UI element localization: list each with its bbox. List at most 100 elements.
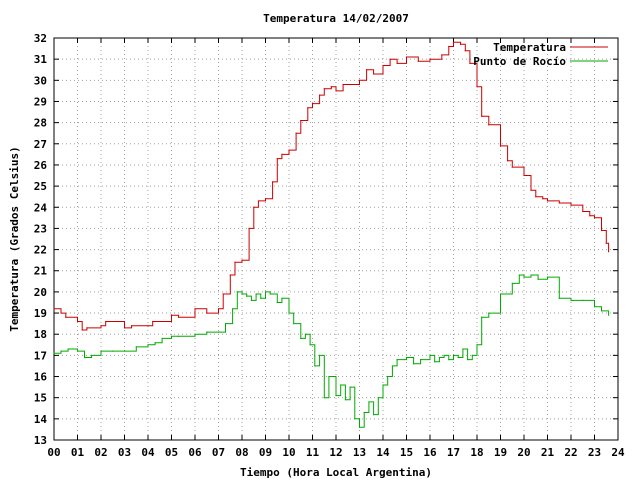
y-tick-label: 29 — [34, 95, 47, 108]
data-point-temperatura — [459, 43, 462, 45]
data-point-punto-de-rocio — [161, 337, 163, 340]
y-tick-label: 15 — [34, 392, 47, 405]
data-point-temperatura — [130, 325, 133, 327]
data-point-punto-de-rocio — [276, 301, 278, 304]
data-point-temperatura — [307, 107, 309, 109]
x-tick-label: 16 — [423, 446, 437, 459]
x-tick-label: 20 — [517, 446, 530, 459]
x-tick-label: 00 — [47, 446, 60, 459]
data-point-punto-de-rocio — [518, 274, 520, 276]
x-tick-label: 07 — [212, 446, 225, 459]
data-point-temperatura — [152, 320, 154, 323]
data-point-temperatura — [365, 69, 368, 71]
data-point-temperatura — [295, 132, 297, 134]
data-point-temperatura — [608, 251, 610, 253]
data-point-punto-de-rocio — [593, 306, 596, 308]
x-tick-label: 24 — [611, 446, 625, 459]
data-point-punto-de-rocio — [236, 291, 238, 293]
data-point-temperatura — [476, 86, 478, 88]
x-tick-label: 04 — [141, 446, 155, 459]
y-tick-label: 25 — [34, 180, 47, 193]
data-point-temperatura — [271, 181, 274, 183]
x-tick-label: 23 — [588, 446, 601, 459]
data-point-punto-de-rocio — [511, 282, 513, 285]
x-tick-label: 18 — [470, 446, 483, 459]
y-tick-label: 21 — [34, 265, 48, 278]
data-point-punto-de-rocio — [112, 350, 114, 352]
data-point-punto-de-rocio — [53, 352, 55, 354]
y-tick-label: 26 — [34, 159, 48, 172]
data-point-temperatura — [194, 308, 196, 310]
x-tick-label: 05 — [165, 446, 178, 459]
data-point-punto-de-rocio — [67, 348, 69, 350]
x-tick-label: 01 — [71, 446, 85, 459]
legend-label-punto-de-rocio: Punto de Rocío — [473, 55, 566, 68]
data-point-punto-de-rocio — [420, 359, 422, 361]
data-point-temperatura — [589, 215, 591, 217]
data-point-temperatura — [542, 198, 544, 200]
data-point-temperatura — [389, 58, 391, 60]
y-tick-label: 31 — [34, 53, 48, 66]
x-tick-label: 12 — [329, 446, 342, 459]
data-point-punto-de-rocio — [60, 350, 62, 352]
data-point-punto-de-rocio — [224, 323, 227, 325]
data-point-punto-de-rocio — [304, 333, 307, 335]
data-point-temperatura — [276, 158, 278, 160]
data-point-temperatura — [86, 327, 88, 329]
series-line-punto-de-rocio — [54, 274, 610, 428]
legend-label-temperatura: Temperatura — [493, 41, 566, 54]
data-point-punto-de-rocio — [123, 350, 126, 352]
data-point-punto-de-rocio — [309, 344, 311, 346]
data-point-temperatura — [523, 174, 525, 177]
data-point-temperatura — [234, 261, 236, 263]
data-point-punto-de-rocio — [241, 293, 243, 295]
data-point-temperatura — [206, 312, 208, 314]
data-point-temperatura — [358, 79, 361, 81]
data-point-temperatura — [429, 58, 431, 60]
data-point-temperatura — [100, 325, 102, 327]
data-point-punto-de-rocio — [600, 310, 603, 312]
data-point-punto-de-rocio — [457, 356, 459, 359]
data-point-temperatura — [248, 227, 250, 230]
data-point-temperatura — [177, 316, 180, 318]
data-point-temperatura — [53, 308, 55, 310]
data-point-punto-de-rocio — [462, 348, 464, 350]
series-lines — [53, 41, 610, 428]
data-point-punto-de-rocio — [335, 394, 337, 397]
data-point-temperatura — [170, 314, 173, 316]
data-point-temperatura — [530, 189, 532, 191]
data-point-punto-de-rocio — [434, 361, 436, 363]
series-line-temperatura — [54, 41, 610, 331]
data-point-temperatura — [558, 202, 560, 204]
data-point-temperatura — [481, 115, 483, 117]
y-tick-label: 27 — [34, 138, 47, 151]
x-tick-label: 17 — [447, 446, 460, 459]
data-point-punto-de-rocio — [323, 397, 325, 399]
data-point-punto-de-rocio — [293, 323, 295, 325]
data-point-punto-de-rocio — [318, 354, 321, 356]
data-point-punto-de-rocio — [368, 401, 370, 403]
chart-title: Temperatura 14/02/2007 — [263, 12, 409, 25]
data-point-temperatura — [605, 242, 607, 244]
x-tick-label: 22 — [564, 446, 577, 459]
data-point-punto-de-rocio — [523, 276, 525, 278]
data-point-temperatura — [349, 83, 351, 86]
data-point-punto-de-rocio — [300, 337, 302, 340]
data-point-punto-de-rocio — [499, 293, 502, 295]
data-point-punto-de-rocio — [100, 350, 102, 352]
data-point-temperatura — [506, 160, 509, 162]
data-point-punto-de-rocio — [363, 411, 365, 414]
data-point-punto-de-rocio — [91, 354, 93, 356]
data-point-punto-de-rocio — [281, 297, 283, 299]
data-point-punto-de-rocio — [396, 359, 398, 361]
x-tick-label: 09 — [259, 446, 272, 459]
data-point-punto-de-rocio — [377, 397, 379, 399]
y-tick-label: 22 — [34, 244, 47, 257]
data-point-punto-de-rocio — [328, 375, 330, 378]
data-point-punto-de-rocio — [246, 295, 248, 297]
data-point-punto-de-rocio — [412, 363, 415, 365]
data-point-temperatura — [488, 124, 490, 126]
y-tick-label: 16 — [34, 371, 48, 384]
data-point-punto-de-rocio — [288, 312, 290, 314]
